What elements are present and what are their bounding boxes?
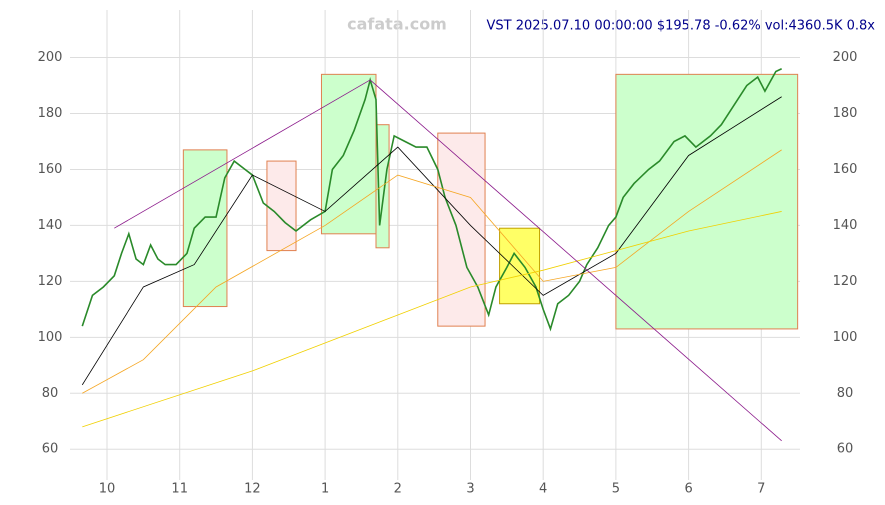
x-tick-label: 11 (171, 482, 188, 497)
y-tick-label: 180 (38, 106, 63, 121)
x-tick-label: 10 (99, 482, 116, 497)
series-line (81, 68, 783, 332)
y-tick-label-right: 60 (837, 442, 854, 457)
y-tick-label: 160 (38, 162, 63, 177)
zone (499, 227, 541, 305)
y-tick-label-right: 160 (833, 162, 858, 177)
y-tick-label: 140 (38, 218, 63, 233)
y-tick-label-right: 100 (833, 330, 858, 345)
y-tick-label-right: 80 (837, 386, 854, 401)
watermark: cafata.com (347, 15, 447, 34)
series-line (369, 79, 782, 442)
y-tick-label: 80 (42, 386, 59, 401)
series-line (82, 211, 782, 428)
x-tick-label: 5 (612, 482, 620, 497)
series-line (114, 79, 371, 229)
y-tick-label-right: 120 (833, 274, 858, 289)
zone (320, 73, 377, 235)
y-tick-label: 100 (38, 330, 63, 345)
series-line (82, 149, 782, 394)
y-tick-label: 200 (38, 50, 63, 65)
y-tick-label-right: 180 (833, 106, 858, 121)
x-tick-label: 4 (539, 482, 547, 497)
x-tick-label: 2 (394, 482, 402, 497)
zone (182, 149, 228, 308)
y-tick-label-right: 200 (833, 50, 858, 65)
x-tick-label: 12 (244, 482, 261, 497)
x-tick-label: 3 (466, 482, 474, 497)
y-tick-label: 60 (42, 442, 59, 457)
x-tick-label: 6 (684, 482, 692, 497)
zone (615, 73, 799, 330)
chart-title: VST 2025.07.10 00:00:00 $195.78 -0.62% v… (487, 19, 876, 34)
zone (437, 132, 486, 327)
y-tick-label: 120 (38, 274, 63, 289)
y-tick-label-right: 140 (833, 218, 858, 233)
x-tick-label: 7 (757, 482, 765, 497)
x-tick-label: 1 (321, 482, 329, 497)
series-line (81, 96, 782, 386)
zone (266, 160, 297, 252)
